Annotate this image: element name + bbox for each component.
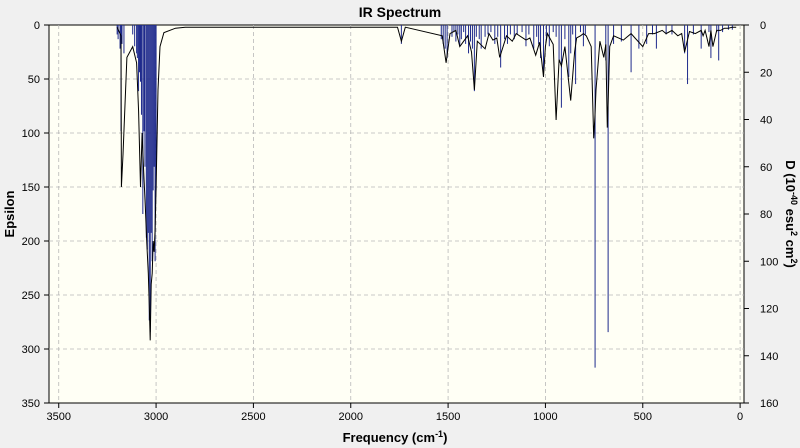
y2-tick-label: 60 (760, 162, 772, 174)
y-tick-label: 300 (22, 344, 40, 356)
y2-axis-title-part-2: esu (783, 205, 798, 231)
y2-axis-title-part-5: 2 (789, 258, 799, 263)
y2-tick-label: 120 (760, 304, 778, 316)
x-tick-label: 1500 (436, 411, 460, 423)
x-tick-label: 0 (737, 411, 743, 423)
x-tick-label: 2500 (241, 411, 265, 423)
y2-axis-title-part-4: cm (783, 236, 798, 258)
x-axis-unit-base: cm (416, 430, 435, 445)
y-tick-label: 0 (34, 20, 40, 32)
chart-title: IR Spectrum (359, 4, 441, 20)
y2-tick-label: 0 (760, 20, 766, 32)
y2-axis-title-part-1: -40 (789, 192, 799, 205)
epsilon-curve (116, 26, 737, 341)
y-axis-right: 0 20 40 60 80 100 120 140 160 (744, 20, 778, 410)
x-axis-unit-close: ) (443, 430, 447, 445)
y2-axis-title-part-0: D (10 (783, 160, 798, 192)
y-tick-label: 100 (22, 128, 40, 140)
x-axis-unit-open: ( (408, 430, 417, 445)
y2-axis-title-part-6: ) (783, 263, 798, 267)
x-axis-title-text: Frequency (343, 430, 410, 445)
y2-tick-label: 140 (760, 351, 778, 363)
x-axis-title: Frequency (cm-1) (343, 429, 448, 445)
y2-tick-label: 160 (760, 398, 778, 410)
y-axis-title: Epsilon (2, 190, 17, 237)
y-tick-label: 150 (22, 182, 40, 194)
y-tick-label: 250 (22, 290, 40, 302)
x-tick-label: 3000 (144, 411, 168, 423)
plot-area (48, 24, 745, 404)
y2-axis-title-part-3: 2 (789, 231, 799, 236)
y-tick-label: 350 (22, 398, 40, 410)
y-tick-label: 50 (28, 74, 40, 86)
grid-layer (49, 25, 744, 403)
y2-axis-title: D (10-40 esu2 cm2) (783, 160, 799, 268)
x-tick-label: 3500 (46, 411, 70, 423)
epsilon-curve-layer (116, 26, 737, 341)
dipole-sticks (116, 25, 733, 368)
y2-tick-label: 20 (760, 67, 772, 79)
y2-tick-label: 80 (760, 209, 772, 221)
x-axis-unit-exp: -1 (435, 429, 443, 439)
y2-tick-label: 40 (760, 115, 772, 127)
y2-tick-label: 100 (760, 256, 778, 268)
y-tick-label: 200 (22, 236, 40, 248)
x-axis: 3500 3000 2500 2000 1500 1000 500 0 (46, 403, 743, 423)
x-tick-label: 500 (634, 411, 652, 423)
x-tick-label: 2000 (339, 411, 363, 423)
x-tick-label: 1000 (533, 411, 557, 423)
y-axis-left: 0 50 100 150 200 250 300 350 (22, 20, 49, 410)
